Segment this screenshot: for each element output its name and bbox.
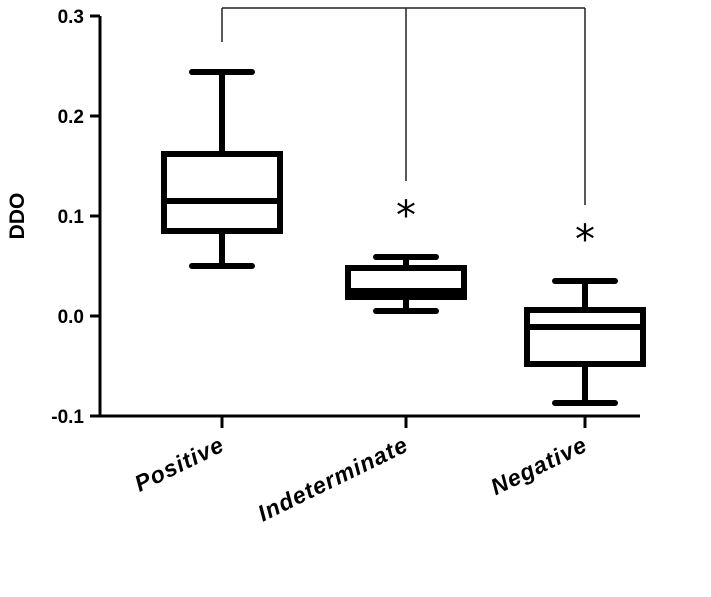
y-tick-label: 0.2 xyxy=(58,107,84,128)
y-tick-label: 0.1 xyxy=(58,207,85,228)
iqr-box xyxy=(161,151,283,234)
y-tick-label: 0.0 xyxy=(58,307,84,328)
iqr-box xyxy=(524,307,646,367)
significance-star: * xyxy=(575,217,595,263)
significance-bracket: ** xyxy=(221,7,595,263)
boxes xyxy=(161,69,646,406)
box-indeterminate xyxy=(345,254,467,314)
y-tick-label: -0.1 xyxy=(51,407,84,428)
x-tick-label: Indeterminate xyxy=(254,431,413,526)
x-axis-labels: Positive Indeterminate Negative xyxy=(130,431,591,526)
x-tick-label: Positive xyxy=(130,431,228,497)
y-axis-label-group: DDO xyxy=(6,193,29,240)
y-tick-label: 0.3 xyxy=(58,7,84,28)
x-tick-label: Negative xyxy=(486,431,591,500)
significance-star: * xyxy=(396,193,416,239)
axes: -0.1 0.0 0.1 0.2 0.3 xyxy=(51,7,640,428)
box-positive xyxy=(161,69,283,269)
box-negative xyxy=(524,278,646,406)
y-axis-label: DDO xyxy=(6,193,29,240)
